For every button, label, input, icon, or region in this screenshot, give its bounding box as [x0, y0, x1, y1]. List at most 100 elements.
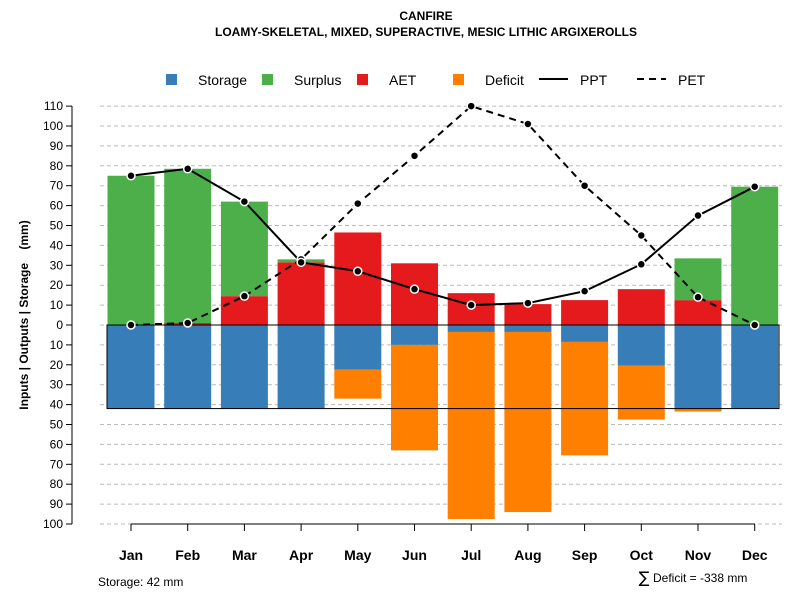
bar-storage-mar [220, 325, 268, 409]
bar-aet-may [334, 232, 382, 325]
bar-storage-oct [617, 325, 665, 366]
y-tick-label: 10 [50, 338, 64, 352]
point-ppt-jan [126, 171, 136, 181]
legend-label-storage: Storage [198, 72, 247, 88]
point-ppt-nov [693, 210, 703, 221]
point-pet-aug [523, 119, 533, 129]
legend-label-pet: PET [678, 72, 706, 88]
y-tick-label: 90 [50, 139, 64, 153]
bar-deficit-sep [561, 341, 609, 456]
legend-swatch-aet [357, 74, 368, 85]
y-tick-label: 50 [50, 219, 64, 233]
bar-deficit-oct [617, 365, 665, 420]
y-tick-label: 30 [50, 378, 64, 392]
bar-storage-dec [731, 325, 779, 409]
x-axis: Jan Feb Mar Apr May Jun Jul Aug Sep Oct Nov Dec [119, 523, 768, 563]
point-ppt-may [353, 266, 363, 277]
storage-capacity-box [106, 324, 780, 410]
y-tick-label: 60 [50, 437, 64, 451]
bar-deficit-nov [674, 408, 722, 412]
bar-storage-apr [277, 325, 325, 409]
y-tick-label: 60 [50, 199, 64, 213]
point-pet-dec [749, 320, 760, 330]
bar-aet-aug [504, 304, 552, 325]
x-tick-label-nov: Nov [685, 547, 712, 563]
x-tick-label-mar: Mar [232, 547, 257, 563]
point-pet-nov [693, 292, 703, 302]
x-tick-label-jul: Jul [461, 547, 481, 563]
point-ppt-sep [579, 286, 590, 296]
x-tick-label-sep: Sep [572, 547, 598, 563]
x-tick-label-oct: Oct [630, 547, 654, 563]
lines [126, 101, 760, 330]
y-tick-label: 30 [50, 258, 64, 272]
bar-aet-nov [674, 300, 722, 325]
line-ppt [130, 167, 756, 307]
y-tick-label: 80 [50, 477, 64, 491]
bar-surplus-jan [107, 175, 155, 325]
y-tick-label: 100 [43, 517, 63, 531]
bar-storage-jul [447, 325, 495, 332]
y-tick-label: 20 [50, 278, 64, 292]
deficit-note: Deficit = -338 mm [653, 571, 747, 585]
bar-deficit-aug [504, 331, 552, 513]
legend-swatch-surplus [262, 74, 273, 85]
point-ppt-oct [636, 259, 647, 270]
point-ppt-aug [523, 298, 533, 308]
x-tick-label-feb: Feb [175, 547, 200, 563]
point-pet-feb [182, 318, 193, 328]
legend-label-aet: AET [389, 72, 417, 88]
point-pet-jul [466, 101, 476, 111]
y-axis-label: Inputs | Outputs | Storage (mm) [17, 220, 31, 409]
y-tick-label: 70 [50, 179, 64, 193]
point-pet-may [353, 198, 363, 209]
y-tick-label: 20 [50, 358, 64, 372]
legend-swatch-storage [166, 74, 177, 85]
y-axis: 1101009080706050403020100102030405060708… [43, 99, 73, 531]
point-pet-oct [636, 230, 647, 241]
x-tick-label-may: May [344, 547, 371, 563]
y-tick-label: 40 [50, 398, 64, 412]
bar-storage-jan [107, 325, 155, 409]
bar-deficit-jun [391, 344, 438, 451]
bar-storage-sep [561, 325, 609, 342]
legend-label-surplus: Surplus [294, 72, 341, 88]
storage-note: Storage: 42 mm [98, 575, 183, 589]
bar-deficit-jul [447, 331, 495, 520]
point-ppt-apr [296, 257, 306, 268]
y-tick-label: 10 [50, 298, 64, 312]
chart-subtitle: LOAMY-SKELETAL, MIXED, SUPERACTIVE, MESI… [215, 25, 637, 39]
y-tick-label: 40 [50, 238, 64, 252]
point-pet-mar [239, 291, 250, 301]
bar-aet-mar [220, 296, 268, 325]
y-tick-label: 0 [56, 318, 63, 332]
bar-storage-feb [164, 325, 212, 409]
bar-surplus-dec [731, 186, 779, 325]
y-tick-label: 70 [50, 457, 64, 471]
bar-aet-apr [277, 262, 325, 325]
bar-surplus-mar [220, 201, 268, 297]
point-pet-sep [579, 180, 590, 191]
bar-aet-oct [617, 289, 665, 325]
y-tick-label: 110 [44, 99, 63, 113]
bar-aet-sep [561, 300, 609, 325]
bar-storage-aug [504, 325, 552, 332]
point-pet-jun [409, 151, 420, 161]
legend-swatch-deficit [453, 74, 464, 85]
bar-storage-jun [391, 325, 438, 345]
y-tick-label: 50 [50, 418, 64, 432]
y-tick-label: 90 [50, 497, 64, 511]
legend-label-ppt: PPT [580, 72, 608, 88]
bar-storage-may [334, 325, 382, 370]
x-tick-label-apr: Apr [289, 547, 314, 563]
bar-surplus-feb [164, 168, 212, 324]
bar-storage-nov [674, 325, 722, 409]
point-ppt-dec [749, 181, 760, 192]
deficit-sum-symbol: ∑ [639, 568, 650, 587]
point-ppt-mar [239, 196, 250, 207]
x-tick-label-aug: Aug [514, 547, 541, 563]
point-pet-jan [126, 320, 136, 330]
x-tick-label-dec: Dec [742, 547, 768, 563]
point-ppt-feb [182, 164, 193, 174]
